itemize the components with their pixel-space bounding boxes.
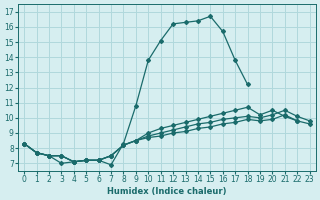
- X-axis label: Humidex (Indice chaleur): Humidex (Indice chaleur): [107, 187, 227, 196]
